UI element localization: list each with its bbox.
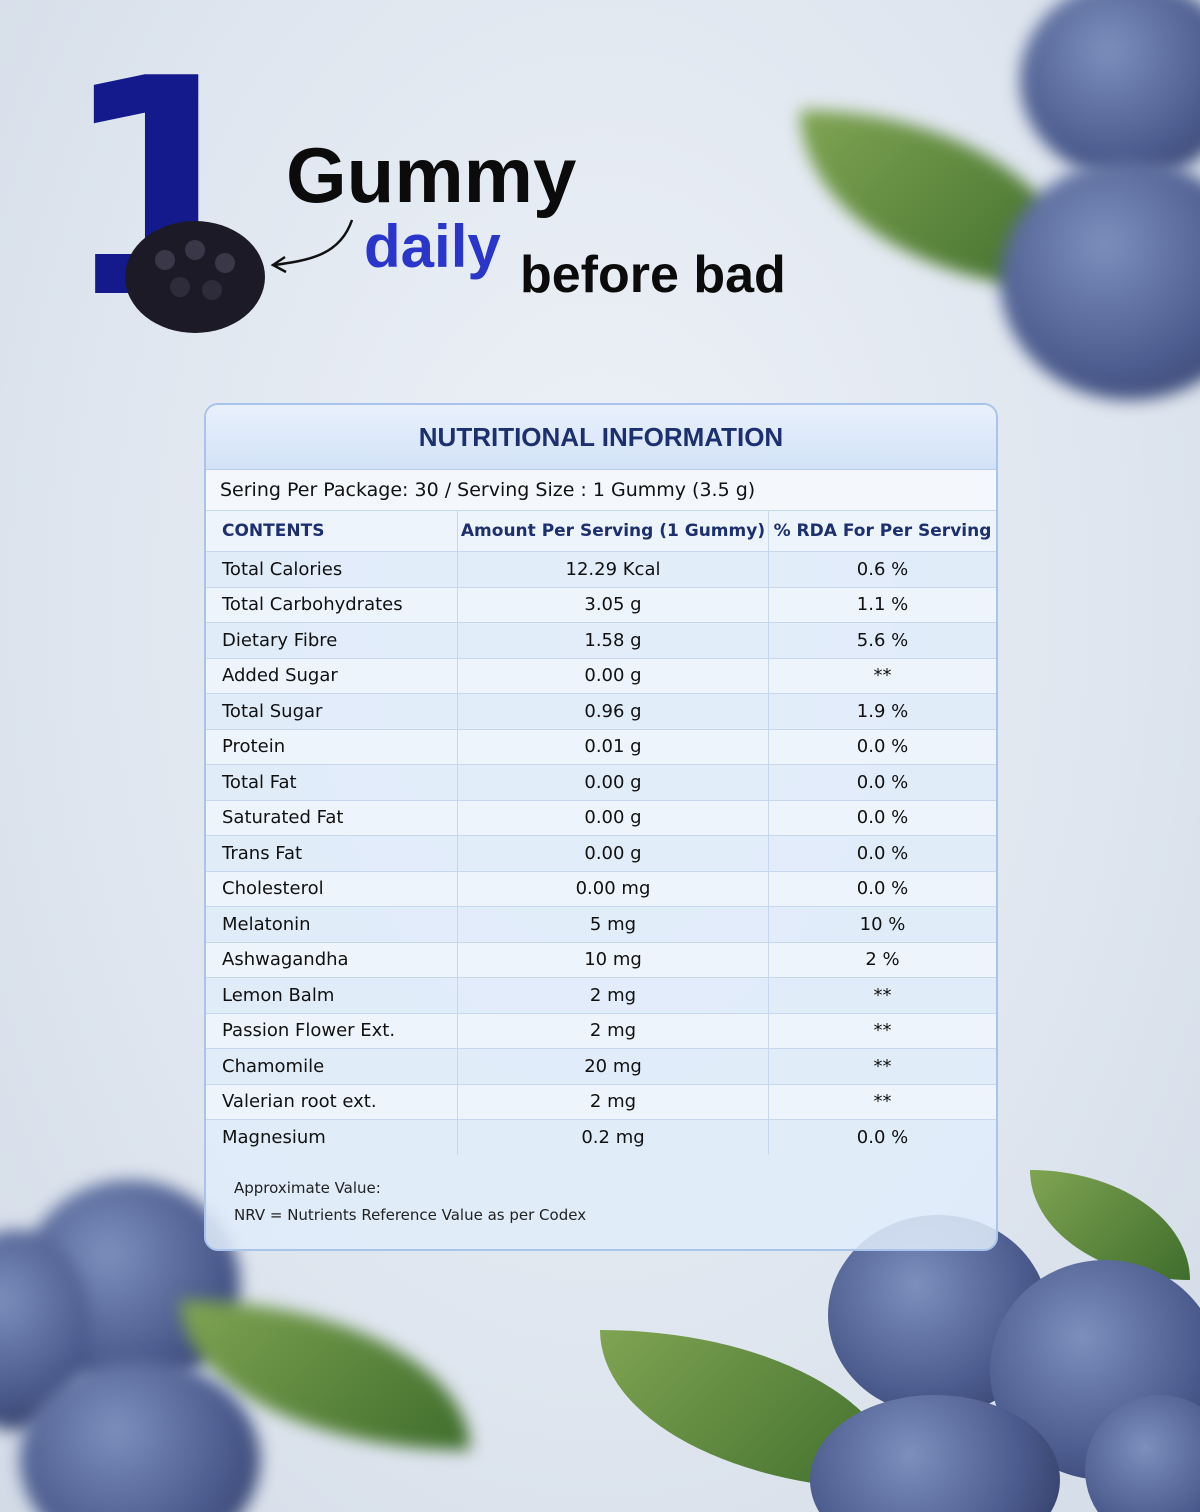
header-row: CONTENTS Amount Per Serving (1 Gummy)% RD…: [206, 510, 996, 551]
table-cell: Melatonin: [206, 907, 458, 942]
table-row: Total Sugar 0.96 g 1.9 %: [206, 693, 996, 729]
table-cell: 20 mg: [458, 1049, 769, 1084]
table-cell: Trans Fat: [206, 836, 458, 871]
nutrition-table: NUTRITIONAL INFORMATION Sering Per Packa…: [204, 403, 998, 1251]
table-cell: 2 mg: [458, 978, 769, 1013]
column-header: CONTENTS: [206, 511, 458, 551]
table-row: Ashwagandha 10 mg 2 %: [206, 941, 996, 977]
table-cell: 2 %: [769, 942, 996, 977]
table-cell: 2 mg: [458, 1084, 769, 1119]
table-row: Total Fat 0.00 g 0.0 %: [206, 764, 996, 800]
table-row: Protein 0.01 g 0.0 %: [206, 728, 996, 764]
table-cell: 0.0 %: [769, 729, 996, 764]
table-cell: **: [769, 1013, 996, 1048]
table-cell: Chamomile: [206, 1049, 458, 1084]
table-row: Lemon Balm 2 mg **: [206, 977, 996, 1013]
table-cell: Ashwagandha: [206, 942, 458, 977]
table-cell: **: [873, 1055, 892, 1077]
table-cell: 5.6 %: [856, 629, 909, 651]
table-cell: 0.0 %: [856, 842, 909, 864]
table-cell: 1.58 g: [458, 623, 769, 658]
berry: [1020, 0, 1200, 180]
table-cell: 10 %: [859, 913, 906, 935]
table-cell: **: [769, 1084, 996, 1119]
serving-info: Sering Per Package: 30 / Serving Size : …: [206, 469, 996, 510]
table-row: Chamomile 20 mg **: [206, 1048, 996, 1084]
gummy-illustration: [125, 219, 354, 333]
table-cell: 10 mg: [458, 942, 769, 977]
table-title: NUTRITIONAL INFORMATION: [206, 405, 996, 469]
table-cell: 2 mg: [458, 1013, 769, 1048]
berry: [20, 1360, 260, 1512]
table-cell: Total Fat: [206, 765, 458, 800]
table-cell: 5 mg: [458, 907, 769, 942]
table-cell: 0.00 g: [458, 800, 769, 835]
table-cell: 0.96 g: [458, 694, 769, 729]
table-cell: 0.00 g: [458, 765, 769, 800]
table-cell: 0.0 %: [856, 771, 909, 793]
table-cell: Passion Flower Ext.: [206, 1013, 458, 1048]
footnote: Approximate Value: NRV = Nutrients Refer…: [234, 1175, 586, 1229]
table-cell: **: [873, 984, 892, 1006]
table-row: Magnesium 0.2 mg 0.0 %: [206, 1119, 996, 1155]
table-row: Passion Flower Ext. 2 mg **: [206, 1012, 996, 1048]
table-row: Total Calories 12.29 Kcal 0.6 %: [206, 551, 996, 587]
table-cell: 0.00 g: [458, 836, 769, 871]
table-cell: Cholesterol: [206, 871, 458, 906]
note: Approximate Value:: [234, 1179, 381, 1197]
headline: daily: [364, 213, 501, 280]
table-row: Cholesterol 0.00 mg 0.0 %: [206, 870, 996, 906]
table-cell: 0.2 mg: [458, 1120, 769, 1155]
table-row: Valerian root ext. 2 mg **: [206, 1083, 996, 1119]
table-cell: Added Sugar: [206, 658, 458, 693]
table-cell: Total Sugar: [206, 694, 458, 729]
column-header: Amount Per Serving (1 Gummy): [458, 511, 769, 551]
table-cell: 0.00 mg: [458, 871, 769, 906]
table-cell: 1.1 %: [769, 587, 996, 622]
table-row: Trans Fat 0.00 g 0.0 %: [206, 835, 996, 871]
table-body: CONTENTS Amount Per Serving (1 Gummy)% RD…: [206, 510, 996, 1155]
berry: [1000, 160, 1200, 400]
table-cell: Saturated Fat: [206, 800, 458, 835]
column-header: % RDA For Per Serving: [769, 511, 996, 551]
table-cell: 12.29 Kcal: [458, 552, 769, 587]
table-row: Added Sugar 0.00 g **: [206, 657, 996, 693]
table-cell: 0.0 %: [769, 800, 996, 835]
note: NRV = Nutrients Reference Value as per C…: [234, 1206, 587, 1224]
table-cell: 0.00 g: [458, 658, 769, 693]
table-row: Dietary Fibre 1.58 g 5.6 %: [206, 622, 996, 658]
table-cell: Lemon Balm: [206, 978, 458, 1013]
table-cell: 0.0 %: [769, 871, 996, 906]
table-cell: **: [769, 658, 996, 693]
headline: Gummy: [286, 131, 577, 219]
table-cell: 0.6 %: [856, 558, 909, 580]
table-cell: Valerian root ext.: [206, 1084, 458, 1119]
table-cell: Protein: [206, 729, 458, 764]
table-cell: Dietary Fibre: [206, 623, 458, 658]
table-cell: 1.9 %: [856, 700, 909, 722]
table-cell: 0.0 %: [856, 1126, 909, 1148]
table-cell: 3.05 g: [458, 587, 769, 622]
table-row: Melatonin 5 mg 10 %: [206, 906, 996, 942]
table-cell: 0.01 g: [458, 729, 769, 764]
table-cell: Magnesium: [206, 1120, 458, 1155]
table-cell: Total Calories: [206, 552, 458, 587]
table-cell: Total Carbohydrates: [206, 587, 458, 622]
table-row: Saturated Fat 0.00 g 0.0 %: [206, 799, 996, 835]
headline: before bad: [520, 246, 786, 304]
table-row: Total Carbohydrates 3.05 g 1.1 %: [206, 586, 996, 622]
